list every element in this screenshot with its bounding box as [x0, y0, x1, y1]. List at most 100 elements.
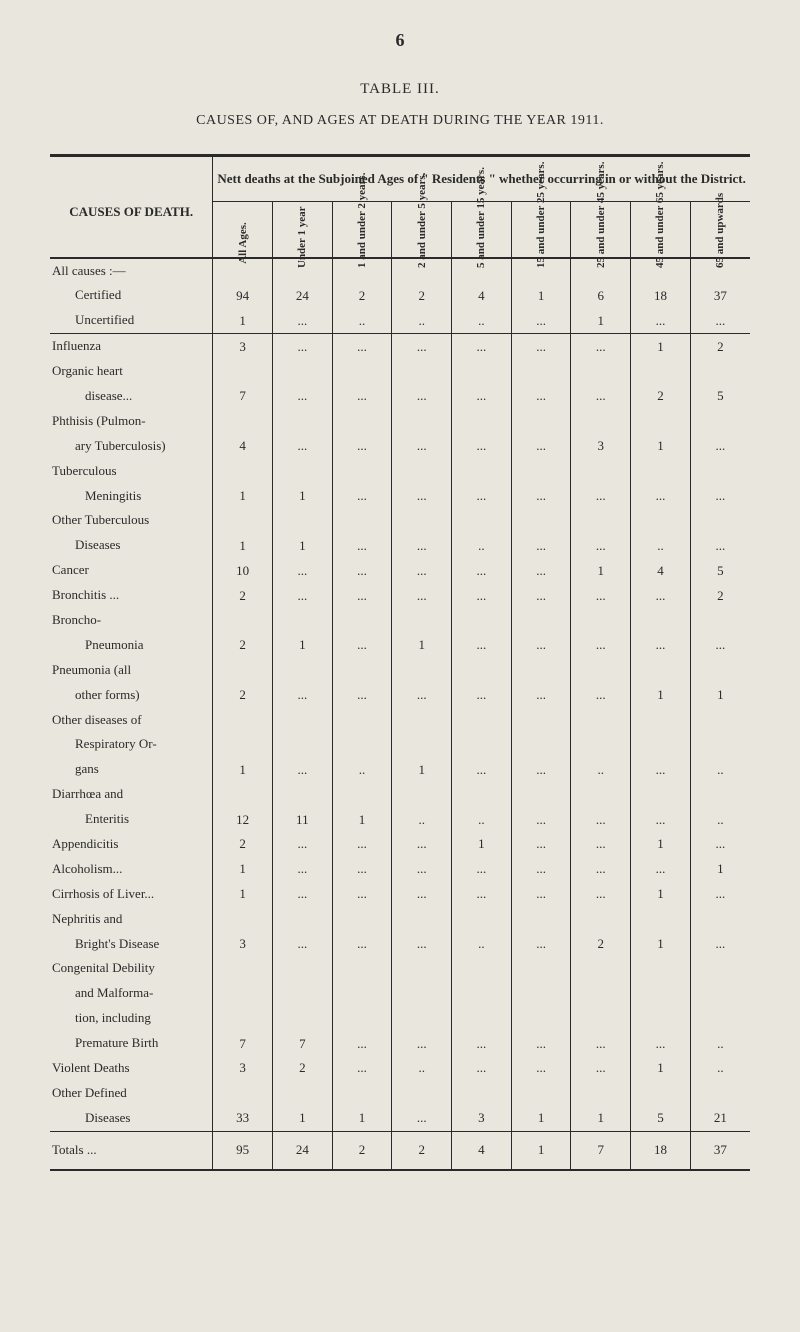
data-cell: ...: [571, 633, 631, 658]
data-cell: [392, 1081, 452, 1106]
data-cell: [511, 658, 571, 683]
data-cell: [272, 956, 332, 981]
data-cell: ...: [452, 334, 512, 359]
data-cell: ..: [332, 308, 392, 333]
data-cell: ...: [272, 583, 332, 608]
data-cell: 2: [631, 384, 691, 409]
data-cell: ...: [690, 932, 750, 957]
data-cell: 3: [213, 334, 273, 359]
data-cell: [392, 907, 452, 932]
data-cell: ...: [332, 857, 392, 882]
data-cell: ...: [332, 558, 392, 583]
data-cell: 5: [690, 558, 750, 583]
data-cell: 3: [213, 932, 273, 957]
page-number: 6: [50, 30, 750, 51]
cause-label: and Malforma-: [50, 981, 213, 1006]
data-cell: 2: [213, 583, 273, 608]
data-cell: 1: [631, 932, 691, 957]
data-cell: [332, 608, 392, 633]
data-cell: [332, 409, 392, 434]
table-row: All causes :—: [50, 258, 750, 284]
table-row: Influenza3..................12: [50, 334, 750, 359]
data-cell: [452, 782, 512, 807]
cause-label: Pneumonia: [50, 633, 213, 658]
data-cell: [213, 782, 273, 807]
data-cell: ...: [392, 932, 452, 957]
data-cell: ...: [511, 857, 571, 882]
data-cell: ...: [511, 334, 571, 359]
data-cell: ...: [452, 384, 512, 409]
data-cell: [392, 782, 452, 807]
data-cell: ...: [511, 308, 571, 333]
data-cell: ...: [511, 1056, 571, 1081]
data-cell: [213, 508, 273, 533]
table-row: Other Tuberculous: [50, 508, 750, 533]
data-cell: ...: [452, 757, 512, 782]
table-row: Appendicitis2.........1......1...: [50, 832, 750, 857]
cause-label: Broncho-: [50, 608, 213, 633]
cause-label: Meningitis: [50, 484, 213, 509]
data-cell: ..: [332, 757, 392, 782]
data-cell: [392, 459, 452, 484]
cause-label: Cirrhosis of Liver...: [50, 882, 213, 907]
data-cell: [392, 409, 452, 434]
data-cell: ...: [452, 633, 512, 658]
table-row: gans1.....1.............: [50, 757, 750, 782]
data-cell: [511, 907, 571, 932]
data-cell: [332, 907, 392, 932]
data-cell: ...: [571, 533, 631, 558]
data-cell: ...: [272, 434, 332, 459]
cause-label: Appendicitis: [50, 832, 213, 857]
data-cell: [690, 981, 750, 1006]
data-cell: [272, 907, 332, 932]
data-cell: 2: [213, 633, 273, 658]
data-cell: ...: [571, 334, 631, 359]
table-row: tion, including: [50, 1006, 750, 1031]
data-cell: 1: [631, 882, 691, 907]
data-cell: ...: [571, 1031, 631, 1056]
cause-label: disease...: [50, 384, 213, 409]
cause-label: Other diseases of: [50, 708, 213, 733]
data-cell: 1: [631, 832, 691, 857]
table-row: Uncertified1............1......: [50, 308, 750, 333]
data-cell: ...: [392, 583, 452, 608]
data-cell: [631, 907, 691, 932]
data-cell: ...: [272, 334, 332, 359]
data-cell: ..: [631, 533, 691, 558]
cause-label: Uncertified: [50, 308, 213, 333]
totals-cell: 37: [690, 1131, 750, 1169]
data-cell: [213, 359, 273, 384]
data-cell: ...: [511, 807, 571, 832]
data-cell: [332, 508, 392, 533]
totals-cell: 2: [332, 1131, 392, 1169]
table-row: Bright's Disease3..............21...: [50, 932, 750, 957]
cause-label: Other Tuberculous: [50, 508, 213, 533]
cause-label: Organic heart: [50, 359, 213, 384]
data-cell: 5: [690, 384, 750, 409]
data-cell: [690, 708, 750, 733]
data-cell: [213, 1081, 273, 1106]
data-cell: [511, 981, 571, 1006]
table-row: Organic heart: [50, 359, 750, 384]
data-cell: ...: [511, 932, 571, 957]
table-row: Congenital Debility: [50, 956, 750, 981]
data-cell: [690, 907, 750, 932]
table-row: other forms)2..................11: [50, 683, 750, 708]
data-cell: 1: [690, 857, 750, 882]
data-cell: [631, 782, 691, 807]
data-cell: [392, 981, 452, 1006]
data-cell: 1: [213, 484, 273, 509]
data-cell: ...: [571, 832, 631, 857]
data-cell: 2: [571, 932, 631, 957]
data-cell: ...: [690, 308, 750, 333]
data-cell: 1: [392, 633, 452, 658]
data-cell: ...: [272, 683, 332, 708]
data-cell: 2: [332, 283, 392, 308]
data-cell: 3: [571, 434, 631, 459]
data-cell: [272, 508, 332, 533]
data-cell: 1: [631, 1056, 691, 1081]
data-cell: [213, 907, 273, 932]
data-cell: ...: [392, 434, 452, 459]
data-cell: [213, 409, 273, 434]
table-row: disease...7..................25: [50, 384, 750, 409]
